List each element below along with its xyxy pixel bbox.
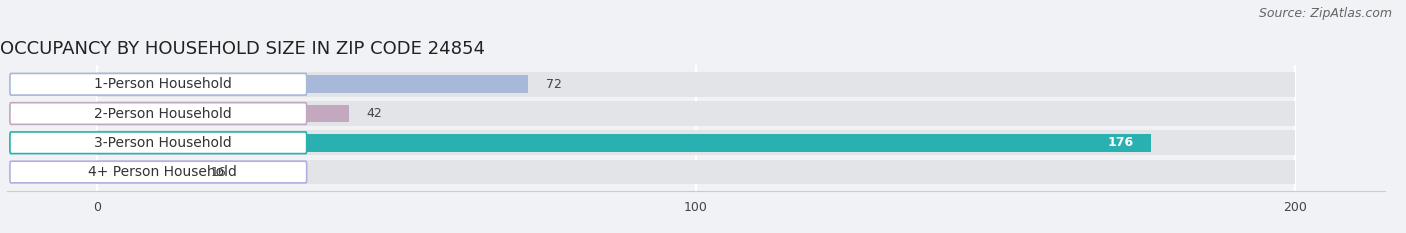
FancyBboxPatch shape — [10, 73, 307, 95]
FancyBboxPatch shape — [10, 103, 307, 124]
FancyBboxPatch shape — [10, 132, 307, 154]
Bar — [97, 101, 1295, 126]
Text: 16: 16 — [211, 165, 226, 178]
Bar — [97, 134, 1152, 151]
Text: Source: ZipAtlas.com: Source: ZipAtlas.com — [1258, 7, 1392, 20]
Text: 4+ Person Household: 4+ Person Household — [89, 165, 238, 179]
Text: 3-Person Household: 3-Person Household — [94, 136, 232, 150]
Text: OCCUPANCY BY HOUSEHOLD SIZE IN ZIP CODE 24854: OCCUPANCY BY HOUSEHOLD SIZE IN ZIP CODE … — [0, 40, 485, 58]
Bar — [97, 130, 1295, 155]
Text: 1-Person Household: 1-Person Household — [94, 77, 232, 91]
Text: 72: 72 — [546, 78, 562, 91]
Bar — [97, 72, 1295, 97]
Text: 176: 176 — [1107, 136, 1133, 149]
Bar — [97, 105, 349, 122]
Text: 42: 42 — [367, 107, 382, 120]
Text: 2-Person Household: 2-Person Household — [94, 106, 232, 120]
Bar — [97, 163, 193, 181]
FancyBboxPatch shape — [10, 161, 307, 183]
Bar — [97, 160, 1295, 185]
Bar — [97, 75, 529, 93]
